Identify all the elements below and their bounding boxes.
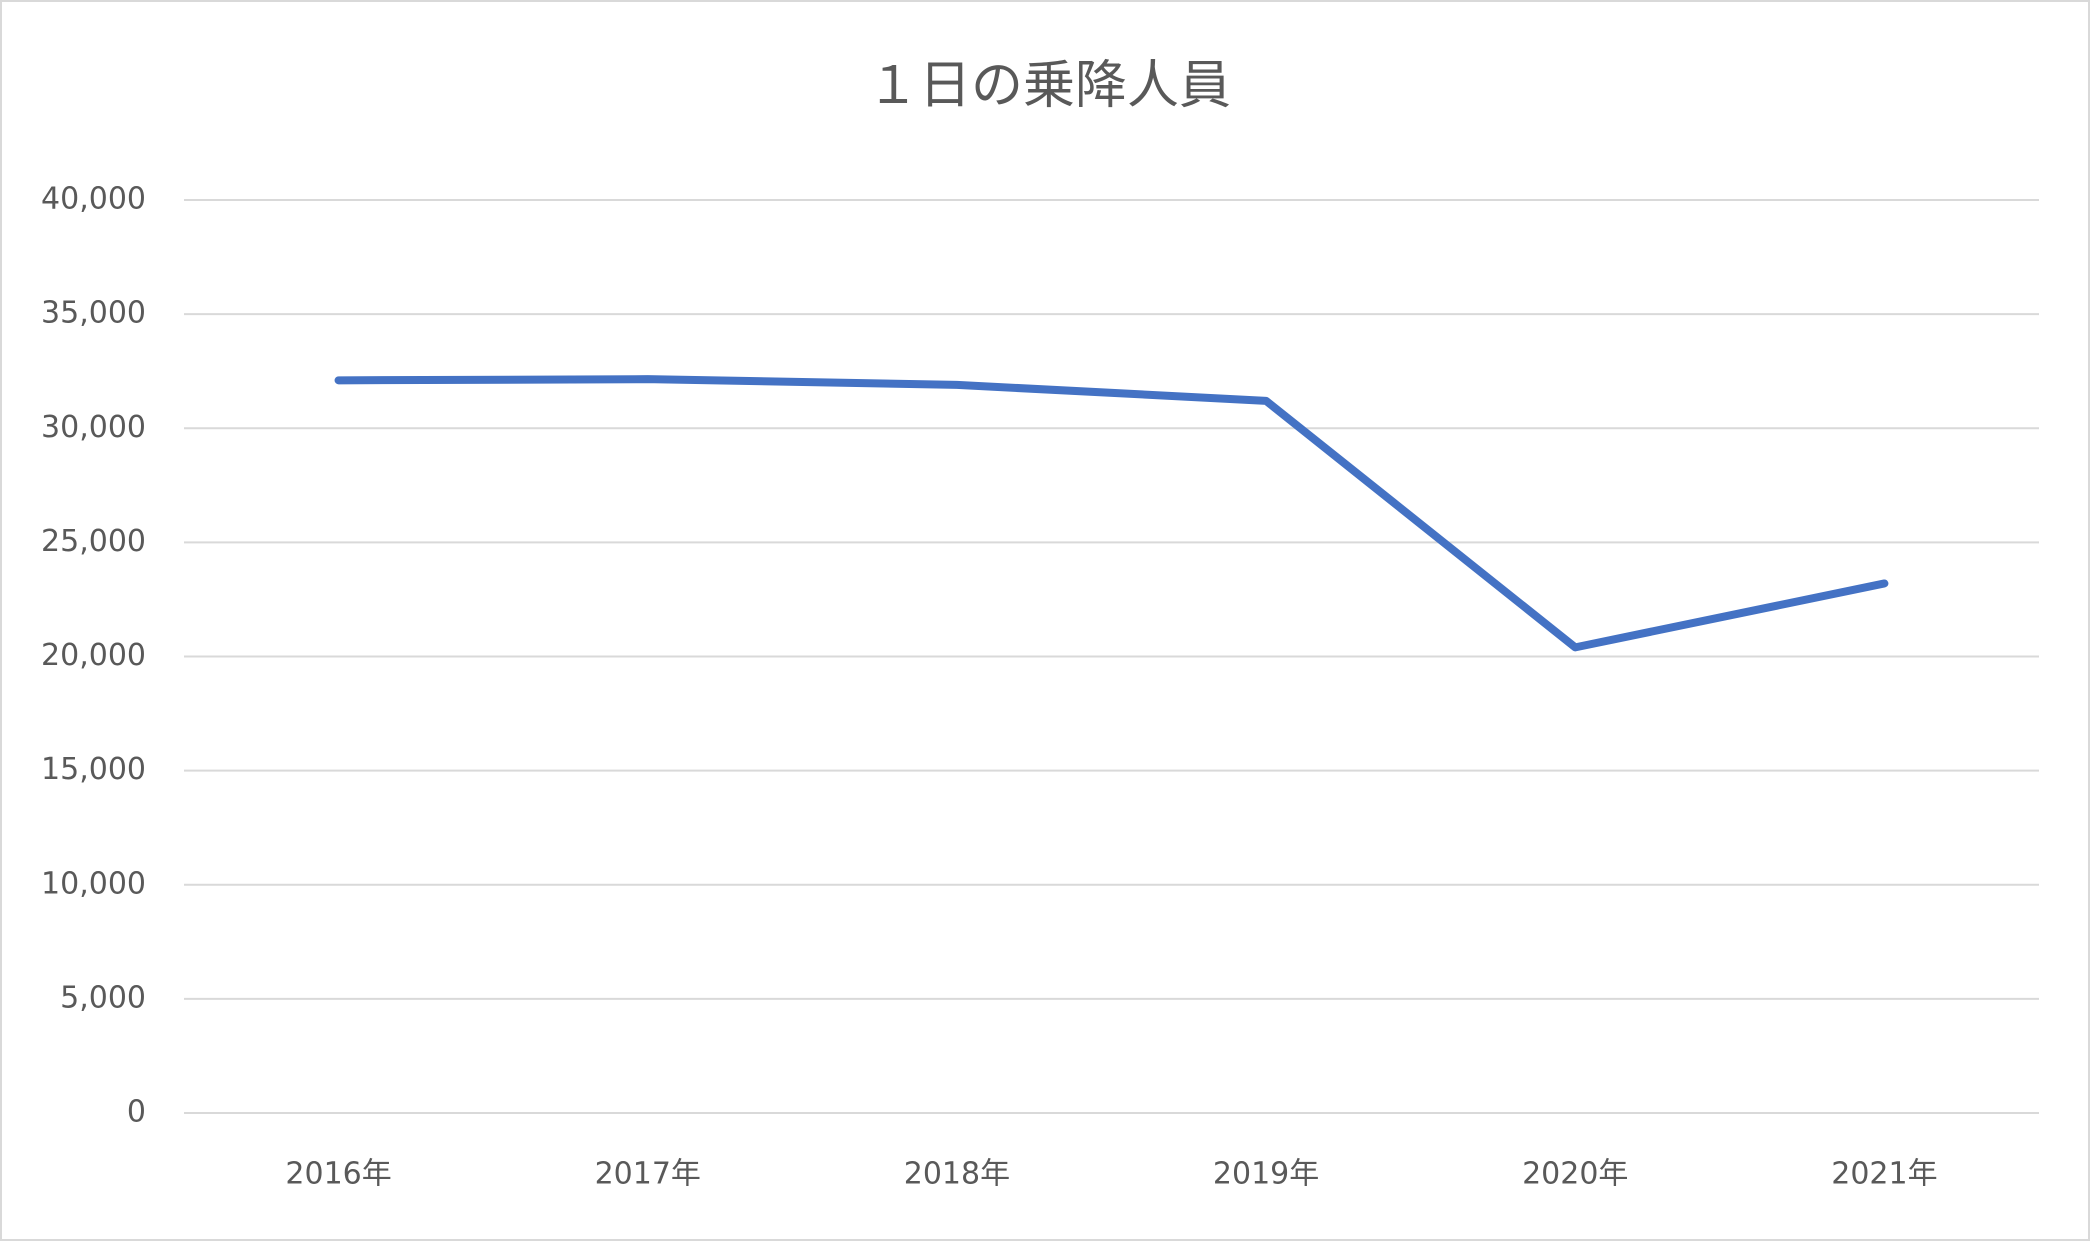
y-tick-label: 35,000 — [41, 296, 146, 331]
chart-title: １日の乗降人員 — [867, 56, 1231, 116]
x-tick-label: 2018年 — [904, 1157, 1010, 1192]
y-tick-label: 10,000 — [41, 866, 146, 901]
y-tick-label: 25,000 — [41, 524, 146, 559]
y-tick-label: 0 — [127, 1095, 146, 1130]
x-tick-label: 2019年 — [1213, 1157, 1319, 1192]
x-tick-label: 2016年 — [285, 1157, 391, 1192]
series-line — [334, 375, 1889, 652]
y-tick-label: 40,000 — [41, 182, 146, 217]
x-tick-label: 2021年 — [1831, 1157, 1937, 1192]
x-tick-label: 2020年 — [1522, 1157, 1628, 1192]
x-tick-label: 2017年 — [595, 1157, 701, 1192]
y-tick-label: 5,000 — [60, 980, 146, 1015]
y-tick-label: 15,000 — [41, 752, 146, 787]
y-tick-label: 20,000 — [41, 638, 146, 673]
y-tick-label: 30,000 — [41, 410, 146, 445]
